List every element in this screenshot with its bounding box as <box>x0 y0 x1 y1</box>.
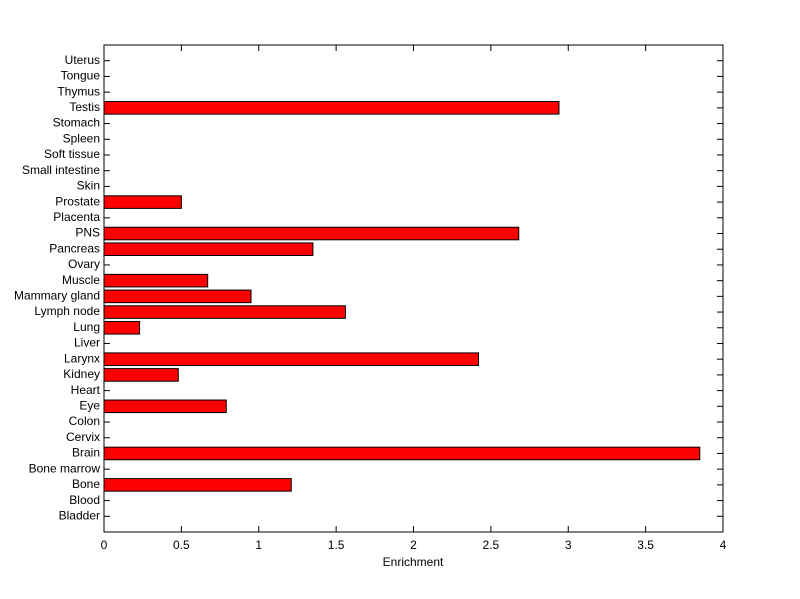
y-tick-label: Muscle <box>62 273 100 287</box>
y-tick-label: Mammary gland <box>14 289 100 303</box>
y-tick-label: Bone <box>72 477 100 491</box>
x-tick-label: 0 <box>101 538 108 552</box>
bar <box>103 226 520 241</box>
y-tick-label: Colon <box>69 414 100 428</box>
y-tick-label: Kidney <box>63 367 100 381</box>
x-tick-label: 3 <box>565 538 572 552</box>
x-tick-label: 2.5 <box>483 538 500 552</box>
bar <box>103 320 141 335</box>
x-tick-label: 4 <box>720 538 727 552</box>
y-tick-label: Bone marrow <box>29 461 101 475</box>
x-tick-label: 0.5 <box>173 538 190 552</box>
y-tick-label: Skin <box>77 179 100 193</box>
y-tick-label: Testis <box>69 100 100 114</box>
y-tick-label: Lung <box>73 320 100 334</box>
bar <box>103 273 209 288</box>
bar <box>103 368 179 382</box>
y-tick-label: Tongue <box>61 69 101 83</box>
y-tick-label: Heart <box>71 383 101 397</box>
y-tick-label: Liver <box>74 336 100 350</box>
y-tick-label: Placenta <box>53 210 100 224</box>
y-tick-label: Stomach <box>53 116 100 130</box>
y-tick-label: Prostate <box>55 194 100 208</box>
x-tick-label: 2 <box>410 538 417 552</box>
y-tick-label: Spleen <box>63 131 100 145</box>
y-tick-label: Eye <box>79 398 100 412</box>
y-tick-label: Soft tissue <box>44 147 100 161</box>
x-tick-label: 3.5 <box>637 538 654 552</box>
x-tick-label: 1 <box>255 538 262 552</box>
x-tick-label: 1.5 <box>328 538 345 552</box>
bar <box>103 399 227 414</box>
y-tick-label: Uterus <box>65 53 100 67</box>
bar <box>103 352 479 366</box>
bar <box>103 242 314 257</box>
bar <box>103 305 346 319</box>
y-tick-label: Small intestine <box>22 163 100 177</box>
bar <box>103 101 560 115</box>
bar <box>103 289 252 304</box>
y-tick-label: Thymus <box>57 84 100 98</box>
y-tick-label: Lymph node <box>34 304 100 318</box>
y-tick-label: PNS <box>75 226 100 240</box>
bar <box>103 446 701 461</box>
y-tick-label: Pancreas <box>49 241 100 255</box>
y-tick-label: Blood <box>69 493 100 507</box>
bar <box>103 478 292 492</box>
x-axis-label: Enrichment <box>383 555 444 569</box>
y-tick-label: Ovary <box>68 257 100 271</box>
y-tick-label: Larynx <box>64 351 100 365</box>
bar <box>103 195 182 209</box>
y-tick-label: Bladder <box>59 508 100 522</box>
y-tick-label: Brain <box>72 446 100 460</box>
y-tick-label: Cervix <box>66 430 100 444</box>
